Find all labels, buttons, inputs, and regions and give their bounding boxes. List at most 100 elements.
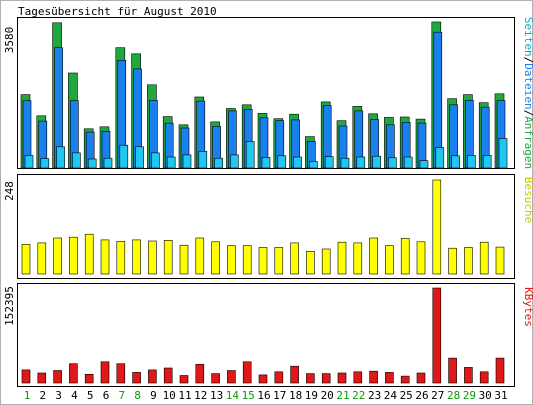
pages-bar bbox=[498, 138, 508, 169]
pages-bar bbox=[135, 146, 144, 169]
kbytes-bar bbox=[306, 373, 315, 384]
day-label: 15 bbox=[242, 389, 255, 402]
chart-title: Tagesübersicht für August 2010 bbox=[18, 5, 217, 18]
pages-bar bbox=[151, 152, 160, 169]
day-label: 17 bbox=[273, 389, 286, 402]
day-label: 19 bbox=[305, 389, 318, 402]
legend-separator: / bbox=[522, 57, 533, 64]
pages-bar bbox=[324, 156, 334, 169]
panel-middle-bars bbox=[21, 179, 505, 275]
visits-bar bbox=[432, 179, 442, 275]
panel-top-ymax-label: 3580 bbox=[3, 27, 16, 54]
pages-bar bbox=[451, 155, 460, 169]
kbytes-bar bbox=[416, 372, 426, 384]
pages-bar bbox=[482, 155, 492, 169]
day-label: 25 bbox=[400, 389, 413, 402]
kbytes-bar bbox=[258, 374, 268, 384]
visits-bar bbox=[148, 240, 157, 275]
pages-bar bbox=[198, 151, 208, 169]
kbytes-bar bbox=[385, 372, 394, 384]
panel-middle-frame bbox=[17, 174, 515, 279]
visits-bar bbox=[321, 248, 331, 275]
visits-bar bbox=[290, 242, 299, 275]
day-label: 23 bbox=[368, 389, 381, 402]
pages-bar bbox=[230, 154, 239, 169]
panel-bottom-ymax-label: 152395 bbox=[3, 286, 16, 326]
day-label: 1 bbox=[24, 389, 31, 402]
kbytes-bar bbox=[337, 372, 347, 384]
kbytes-bar bbox=[100, 361, 110, 384]
day-label: 21 bbox=[336, 389, 349, 402]
kbytes-bar bbox=[69, 363, 78, 384]
pages-bar bbox=[372, 155, 381, 169]
pages-bar bbox=[72, 152, 81, 169]
day-label: 31 bbox=[494, 389, 507, 402]
visits-bar bbox=[21, 244, 31, 275]
x-axis-day-labels: 1 2 3 4 5 6 7 8 9 10 11 12 13 14 15 16 17 18 19 20 21 22 23 24 2… bbox=[24, 389, 508, 402]
day-label: 24 bbox=[384, 389, 398, 402]
panel-bottom-bars bbox=[21, 287, 505, 384]
visits-bar bbox=[116, 241, 126, 275]
day-label: 16 bbox=[257, 389, 270, 402]
kbytes-bar bbox=[448, 357, 457, 384]
kbytes-bar bbox=[195, 363, 205, 384]
pages-bar bbox=[214, 157, 223, 169]
pages-bar bbox=[87, 158, 97, 169]
kbytes-bar bbox=[369, 370, 378, 384]
pages-bar bbox=[103, 157, 113, 169]
kbytes-bar bbox=[479, 371, 489, 384]
pages-bar bbox=[388, 157, 397, 169]
kbytes-bar bbox=[53, 370, 62, 384]
day-label: 3 bbox=[55, 389, 62, 402]
visits-bar bbox=[179, 244, 189, 275]
kbytes-bar bbox=[84, 373, 94, 384]
visits-bar bbox=[258, 247, 268, 275]
visits-bar bbox=[448, 247, 457, 275]
legend-separator: / bbox=[522, 110, 533, 117]
visits-bar bbox=[416, 241, 426, 275]
day-label: 12 bbox=[194, 389, 207, 402]
pages-bar bbox=[24, 155, 34, 169]
visits-bar bbox=[69, 236, 78, 275]
kbytes-bar bbox=[464, 367, 473, 384]
visits-bar bbox=[100, 239, 110, 275]
pages-bar bbox=[340, 157, 350, 169]
visits-bar bbox=[163, 240, 173, 275]
day-label: 26 bbox=[415, 389, 428, 402]
day-label: 30 bbox=[479, 389, 492, 402]
day-label: 9 bbox=[150, 389, 157, 402]
pages-bar bbox=[261, 157, 271, 169]
day-label: 18 bbox=[289, 389, 302, 402]
pages-bar bbox=[245, 141, 255, 169]
visits-bar bbox=[227, 245, 236, 275]
kbytes-bar bbox=[353, 371, 363, 384]
kbytes-bar bbox=[148, 369, 157, 384]
visits-bar bbox=[274, 247, 284, 275]
visits-bar bbox=[53, 237, 62, 275]
kbytes-bar bbox=[37, 372, 47, 384]
pages-bar bbox=[356, 156, 366, 169]
panel-top-frame bbox=[17, 17, 515, 169]
kbytes-bar bbox=[495, 357, 505, 384]
day-label: 14 bbox=[226, 389, 240, 402]
panel-middle-ymax-label: 248 bbox=[3, 181, 16, 201]
day-label: 8 bbox=[134, 389, 141, 402]
kbytes-bar bbox=[242, 361, 252, 384]
kbytes-bar bbox=[116, 363, 126, 384]
day-label: 11 bbox=[178, 389, 191, 402]
visits-bar bbox=[242, 245, 252, 275]
visits-bar bbox=[495, 246, 505, 275]
pages-bar bbox=[40, 158, 50, 169]
panel-bottom-legend: KBytes bbox=[522, 287, 533, 327]
visits-bar bbox=[84, 233, 94, 275]
legend-hits-label: Anfragen bbox=[522, 116, 533, 169]
legend-files-label: Dateien bbox=[522, 63, 533, 109]
legend-pages-label: Seiten bbox=[522, 17, 533, 57]
visits-bar bbox=[464, 247, 473, 275]
kbytes-bar bbox=[179, 375, 189, 384]
visits-bar bbox=[37, 242, 47, 275]
day-label: 20 bbox=[321, 389, 334, 402]
panel-middle-legend: Besuche bbox=[522, 177, 533, 223]
kbytes-bar bbox=[432, 287, 442, 384]
day-label: 28 bbox=[447, 389, 460, 402]
